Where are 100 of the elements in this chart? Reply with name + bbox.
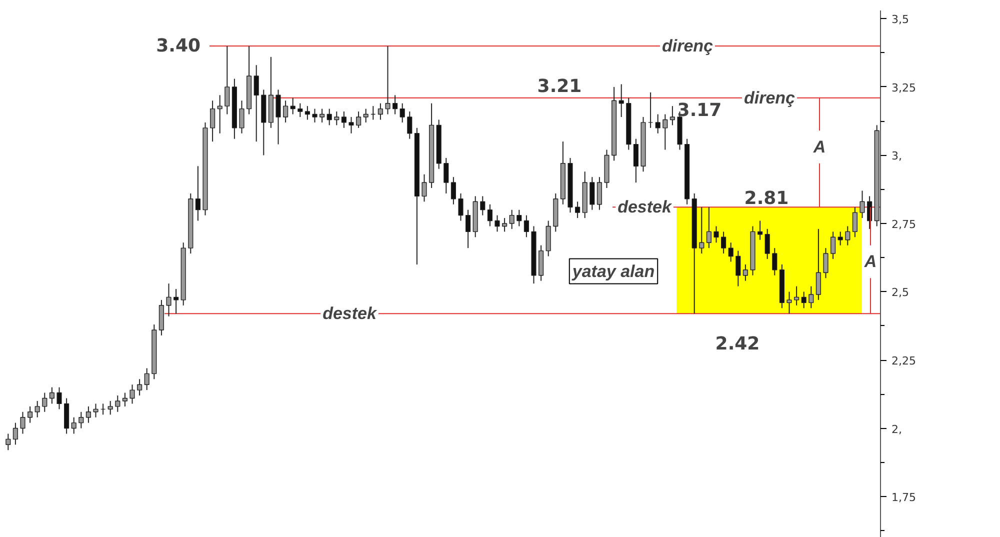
candlestick xyxy=(385,45,390,115)
candlestick xyxy=(801,291,806,309)
candlestick xyxy=(290,97,296,115)
candlestick xyxy=(137,378,142,396)
candlestick xyxy=(422,174,427,202)
candlestick xyxy=(363,108,368,123)
candlestick xyxy=(320,108,325,123)
candlestick xyxy=(742,264,748,282)
candlestick xyxy=(28,406,33,424)
band-label: yatay alan xyxy=(571,262,655,281)
candlestick xyxy=(706,206,712,249)
candlestick xyxy=(407,111,412,140)
annotation: 3.21 xyxy=(537,76,582,97)
annotation: A xyxy=(812,138,826,157)
candlestick xyxy=(378,102,383,120)
candlestick xyxy=(210,100,216,142)
candlestick xyxy=(86,406,91,424)
candlestick xyxy=(49,386,54,404)
candlestick xyxy=(356,111,362,128)
candlestick xyxy=(392,94,398,115)
candlestick xyxy=(466,209,471,249)
candlestick xyxy=(166,283,172,317)
candlestick xyxy=(12,422,18,446)
candlestick xyxy=(217,94,222,134)
candlestick xyxy=(298,102,303,118)
candlestick xyxy=(808,286,814,309)
candlestick xyxy=(764,228,770,260)
candlestick xyxy=(341,111,346,128)
y-tick-label: 2,5 xyxy=(892,286,909,300)
candlestick xyxy=(444,157,449,194)
y-tick-label: 2,25 xyxy=(892,354,916,368)
candlestick xyxy=(509,209,514,230)
annotation: 3.17 xyxy=(677,100,722,121)
candlestick xyxy=(276,89,281,145)
candlestick xyxy=(224,45,230,115)
candlestick xyxy=(860,190,865,219)
candlestick xyxy=(20,411,26,434)
candlestick xyxy=(714,226,719,244)
candlestick xyxy=(480,196,486,216)
candlestick xyxy=(458,192,464,222)
candlestick xyxy=(655,114,660,134)
candlestick xyxy=(816,228,821,300)
candlestick xyxy=(174,288,179,314)
annotation: A xyxy=(863,252,877,272)
candlestick xyxy=(42,392,48,412)
candlestick xyxy=(794,286,800,306)
y-tick-label: 2,75 xyxy=(892,218,916,231)
candlestick xyxy=(830,231,836,260)
candlestick xyxy=(93,403,98,418)
candlestick xyxy=(633,138,638,184)
candlestick xyxy=(71,416,76,434)
candlestick xyxy=(575,201,580,219)
ref-line-label: destek xyxy=(322,304,378,324)
candlestick xyxy=(502,218,508,232)
y-tick-label: 3, xyxy=(892,150,902,163)
candlestick xyxy=(56,386,62,410)
annotation: 2.42 xyxy=(715,334,760,355)
candlestick xyxy=(758,220,763,240)
candlestick xyxy=(326,108,332,126)
candlestick xyxy=(772,248,778,276)
candlestick xyxy=(400,102,405,123)
candlestick xyxy=(130,384,135,404)
candlestick xyxy=(144,368,150,391)
candlestick xyxy=(304,106,310,120)
candlestick xyxy=(108,400,113,416)
candlestick xyxy=(699,206,704,254)
y-tick-label: 2, xyxy=(892,422,902,436)
candlestick xyxy=(115,395,120,412)
y-tick-label: 1,75 xyxy=(892,491,916,504)
y-tick-label: 3,25 xyxy=(892,81,916,94)
candlestick xyxy=(662,114,668,150)
annotation: 3.40 xyxy=(156,36,201,57)
candlestick xyxy=(239,100,244,134)
ref-line-label: direnç xyxy=(662,36,714,56)
candlestick xyxy=(786,291,792,314)
candlestick xyxy=(670,106,675,126)
candlestick xyxy=(312,108,318,123)
candlestick xyxy=(78,411,84,429)
candlestick xyxy=(254,64,259,142)
candlestick xyxy=(590,176,595,210)
candlestick xyxy=(728,242,734,262)
ref-line-label: destek xyxy=(618,198,673,217)
candlestick xyxy=(487,204,492,227)
candlestick xyxy=(516,209,522,227)
candlestick xyxy=(334,111,340,126)
candlestick xyxy=(596,176,602,210)
candlestick xyxy=(852,206,858,238)
candlestick xyxy=(823,248,828,279)
candlestick xyxy=(524,214,529,238)
candlestick xyxy=(348,116,354,134)
candlestick xyxy=(450,176,456,205)
candlestick xyxy=(195,166,200,222)
y-tick-label: 3,5 xyxy=(892,13,909,26)
candlestick xyxy=(494,214,500,232)
candlestick xyxy=(122,392,128,407)
candlestick xyxy=(34,400,40,418)
candlestick xyxy=(6,433,11,451)
annotation: 2.81 xyxy=(744,188,789,210)
candlestick xyxy=(721,231,726,254)
ref-line-label: direnç xyxy=(744,88,796,108)
